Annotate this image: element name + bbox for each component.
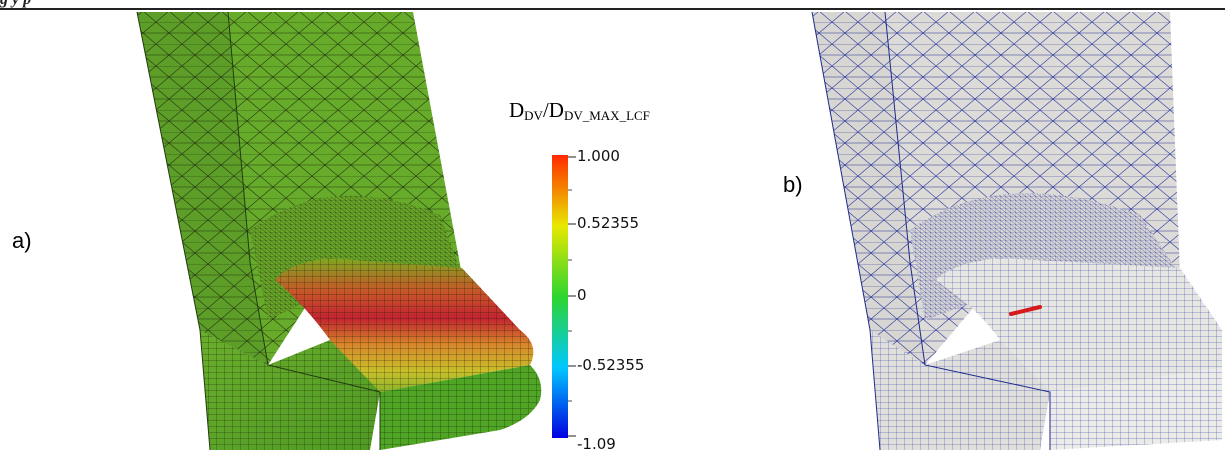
panel-label-a: a): [12, 228, 32, 253]
colorbar-tick-label: 0: [577, 286, 587, 304]
colorbar-tick-label: -0.52355: [577, 356, 645, 374]
colorbar-tick-label: 0.52355: [577, 214, 640, 232]
panel-a-model: [136, 11, 542, 451]
colorbar: [552, 155, 576, 438]
colorbar-tick-label: -1.09: [577, 435, 616, 453]
caption-fragment: g y p: [0, 0, 31, 9]
colorbar-title-main: D: [509, 98, 525, 122]
panel-label-b: b): [783, 172, 803, 197]
colorbar-title: DDV/DDV_MAX_LCF: [509, 98, 650, 124]
colorbar-gradient: [552, 155, 568, 438]
colorbar-title-sub2: DV_MAX_LCF: [563, 108, 650, 123]
colorbar-tick-label: 1.000: [577, 147, 620, 165]
colorbar-title-slash: /D: [542, 98, 564, 122]
top-rule: [0, 8, 1225, 10]
colorbar-title-sub1: DV: [524, 108, 543, 123]
panel-b-model: [811, 11, 1222, 451]
critical-region-marker: [1009, 305, 1042, 316]
